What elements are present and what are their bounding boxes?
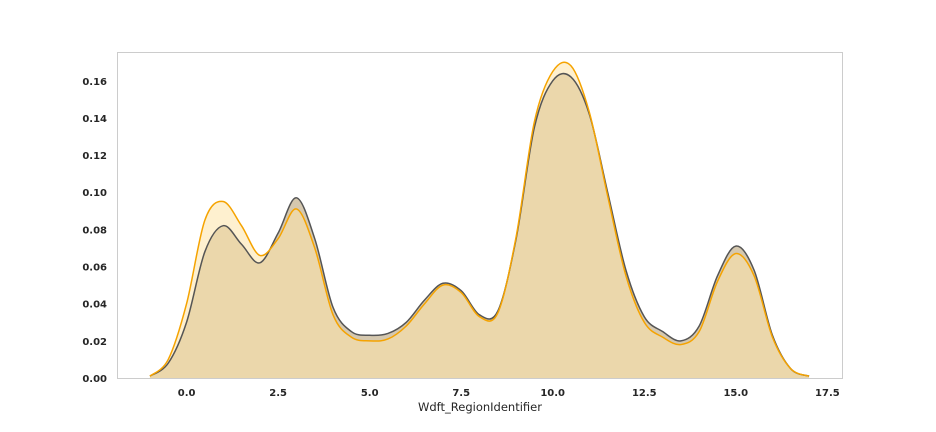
- y-tick-labels: 0.00 0.02 0.04 0.06 0.08 0.10 0.12 0.14 0.16: [82, 77, 107, 385]
- y-tick-label: 0.14: [82, 114, 107, 125]
- x-tick-label: 2.5: [269, 388, 287, 399]
- y-tick-label: 0.06: [82, 263, 107, 274]
- density-line-1: [149, 72, 810, 377]
- x-tick-label: 7.5: [452, 388, 470, 399]
- plot-frame: [117, 52, 843, 379]
- x-axis-label: Wdft_RegionIdentifier: [418, 400, 542, 414]
- y-tick-label: 0.10: [82, 188, 107, 199]
- x-tick-label: 0.0: [178, 388, 196, 399]
- series-layer: [149, 61, 810, 379]
- x-tick-label: 12.5: [632, 388, 657, 399]
- density-fill-2: [149, 62, 810, 378]
- y-tick-label: 0.08: [82, 225, 107, 236]
- x-tick-labels: 0.0 2.5 5.0 7.5 10.0 12.5 15.0 17.5: [178, 388, 840, 399]
- y-tick-label: 0.04: [82, 300, 107, 311]
- x-tick-label: 15.0: [723, 388, 748, 399]
- y-tick-label: 0.00: [82, 374, 107, 385]
- y-tick-label: 0.12: [82, 151, 107, 162]
- x-tick-label: 10.0: [540, 388, 565, 399]
- x-tick-label: 17.5: [815, 388, 840, 399]
- y-tick-label: 0.16: [82, 77, 107, 88]
- y-tick-label: 0.02: [82, 337, 107, 348]
- density-line-2: [149, 61, 810, 377]
- x-tick-label: 5.0: [361, 388, 379, 399]
